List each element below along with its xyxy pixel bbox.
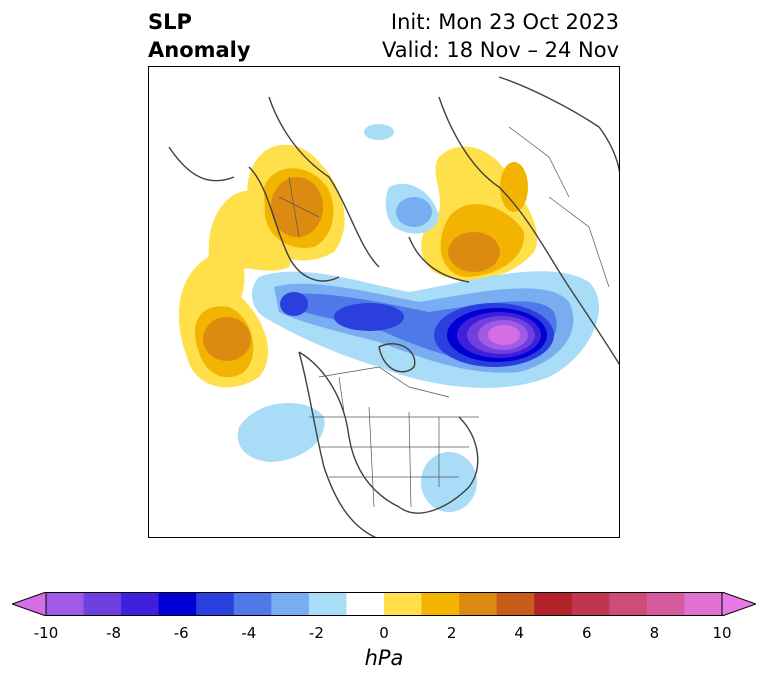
colorbar-extend-low bbox=[12, 592, 47, 616]
coastline-lines bbox=[168, 76, 619, 537]
colorbar-level-box bbox=[646, 592, 685, 616]
colorbar-level-box bbox=[384, 592, 423, 616]
colorbar-level-box bbox=[346, 592, 385, 616]
colorbar-tick-label: -2 bbox=[308, 624, 324, 642]
colorbar-tick-label: 0 bbox=[379, 624, 389, 642]
colorbar-tick-label: -4 bbox=[241, 624, 257, 642]
variable-label-line2: Anomaly bbox=[148, 38, 251, 62]
colorbar-level-box bbox=[196, 592, 235, 616]
colorbar-level-box bbox=[496, 592, 535, 616]
colorbar-extend-high bbox=[721, 592, 756, 616]
colorbar-tick-label: -10 bbox=[33, 624, 59, 642]
colorbar-tick-label: 6 bbox=[582, 624, 592, 642]
colorbar-level-box bbox=[271, 592, 310, 616]
colorbar-level-box bbox=[534, 592, 573, 616]
variable-label-line1: SLP bbox=[148, 10, 192, 34]
weak-low-anomalies bbox=[237, 124, 477, 512]
init-date-label: Init: Mon 23 Oct 2023 bbox=[390, 10, 619, 34]
colorbar-level-box bbox=[609, 592, 648, 616]
colorbar-level-box bbox=[83, 592, 122, 616]
valid-range-label: Valid: 18 Nov – 24 Nov bbox=[382, 38, 619, 62]
colorbar-level-box bbox=[421, 592, 460, 616]
colorbar-level-box bbox=[459, 592, 498, 616]
asia-high-anomaly bbox=[421, 146, 538, 281]
europe-high-anomaly bbox=[247, 144, 345, 261]
map-panel bbox=[148, 66, 620, 538]
border-lines bbox=[278, 126, 610, 508]
colorbar-tick-label: -6 bbox=[173, 624, 189, 642]
slp-anomaly-map bbox=[168, 76, 619, 537]
colorbar-tick-label: 10 bbox=[712, 624, 732, 642]
colorbar-units-label: hPa bbox=[364, 646, 404, 670]
colorbar bbox=[12, 592, 756, 616]
colorbar-tick-label: 4 bbox=[514, 624, 524, 642]
colorbar-level-box bbox=[684, 592, 723, 616]
pacific-low-anomaly bbox=[252, 271, 600, 388]
colorbar-tick-labels: -10 -8 -6 -4 -2 0 2 4 6 8 10 bbox=[0, 624, 768, 644]
colorbar-tick-label: 2 bbox=[446, 624, 457, 642]
colorbar-tick-label: 8 bbox=[649, 624, 660, 642]
colorbar-level-box bbox=[46, 592, 85, 616]
colorbar-level-box bbox=[158, 592, 197, 616]
colorbar-level-box bbox=[121, 592, 160, 616]
colorbar-level-box bbox=[571, 592, 610, 616]
chart-title-right: Init: Mon 23 Oct 2023 Valid: 18 Nov – 24… bbox=[382, 8, 619, 64]
chart-title-left: SLP Anomaly bbox=[148, 8, 251, 64]
colorbar-level-box bbox=[233, 592, 272, 616]
colorbar-level-box bbox=[308, 592, 347, 616]
colorbar-tick-label: -8 bbox=[106, 624, 122, 642]
colorbar-frame bbox=[45, 592, 723, 616]
